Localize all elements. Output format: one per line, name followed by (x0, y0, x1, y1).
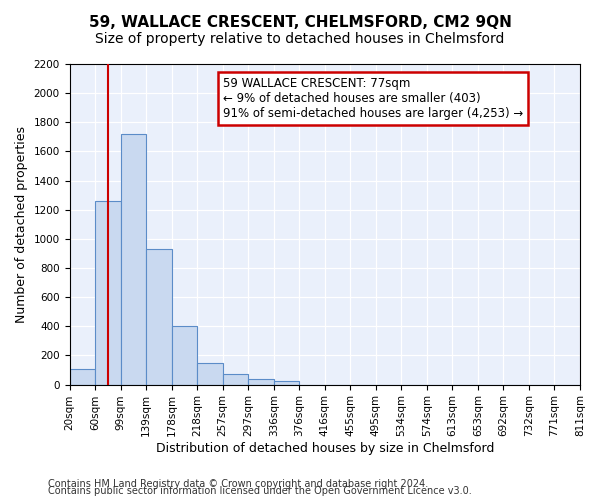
Bar (197, 362, 223, 384)
Text: 59, WALLACE CRESCENT, CHELMSFORD, CM2 9QN: 59, WALLACE CRESCENT, CHELMSFORD, CM2 9Q… (89, 15, 511, 30)
Bar (248, 380, 274, 384)
Bar (274, 381, 299, 384)
X-axis label: Distribution of detached houses by size in Chelmsford: Distribution of detached houses by size … (155, 442, 494, 455)
Bar (95, 201, 121, 384)
Text: Size of property relative to detached houses in Chelmsford: Size of property relative to detached ho… (95, 32, 505, 46)
Text: Contains HM Land Registry data © Crown copyright and database right 2024.: Contains HM Land Registry data © Crown c… (48, 479, 428, 489)
Bar (70, 368, 95, 384)
Text: 59 WALLACE CRESCENT: 77sqm
← 9% of detached houses are smaller (403)
91% of semi: 59 WALLACE CRESCENT: 77sqm ← 9% of detac… (223, 77, 523, 120)
Bar (121, 134, 146, 384)
Bar (146, 249, 172, 384)
Y-axis label: Number of detached properties: Number of detached properties (15, 126, 28, 323)
Bar (223, 374, 248, 384)
Text: Contains public sector information licensed under the Open Government Licence v3: Contains public sector information licen… (48, 486, 472, 496)
Bar (172, 326, 197, 384)
